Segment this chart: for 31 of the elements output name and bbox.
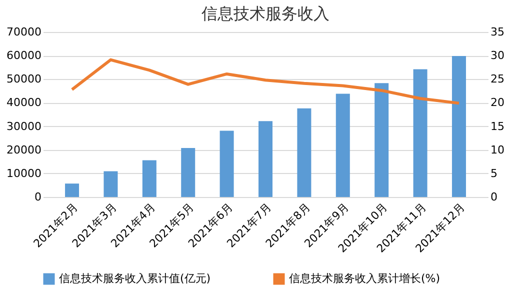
y-tick-label: 30000 <box>6 120 42 133</box>
y-tick-label: 10000 <box>6 166 42 180</box>
bar <box>297 108 312 197</box>
y2-tick-label: 15 <box>490 120 504 133</box>
bar <box>220 130 234 197</box>
y-tick-label: 70000 <box>6 26 42 38</box>
y2-tick-label: 25 <box>490 72 504 86</box>
bar <box>413 69 428 197</box>
bar <box>65 184 80 197</box>
y2-tick-label: 35 <box>490 26 504 38</box>
bar <box>336 94 350 197</box>
y-tick-label: 0 <box>34 190 42 204</box>
bar <box>258 121 272 197</box>
bar <box>181 148 196 197</box>
y2-tick-label: 10 <box>490 143 504 156</box>
y-tick-label: 50000 <box>6 72 42 86</box>
legend-label: 信息技术服务收入累计增长(%) <box>289 272 440 285</box>
y-tick-label: 60000 <box>6 49 42 62</box>
bar <box>142 160 156 197</box>
bar <box>452 56 466 197</box>
y-tick-label: 20000 <box>6 143 42 156</box>
y2-tick-label: 0 <box>490 190 498 204</box>
y-tick-label: 40000 <box>6 96 42 110</box>
legend-label: 信息技术服务收入累计值(亿元) <box>59 272 211 285</box>
bar <box>104 171 118 197</box>
y2-tick-label: 20 <box>490 96 504 110</box>
y2-tick-label: 5 <box>490 166 498 180</box>
y2-tick-label: 30 <box>490 49 504 62</box>
chart-title: 信息技术服务收入 <box>202 4 330 23</box>
line-series <box>70 58 460 105</box>
bar <box>374 83 389 197</box>
